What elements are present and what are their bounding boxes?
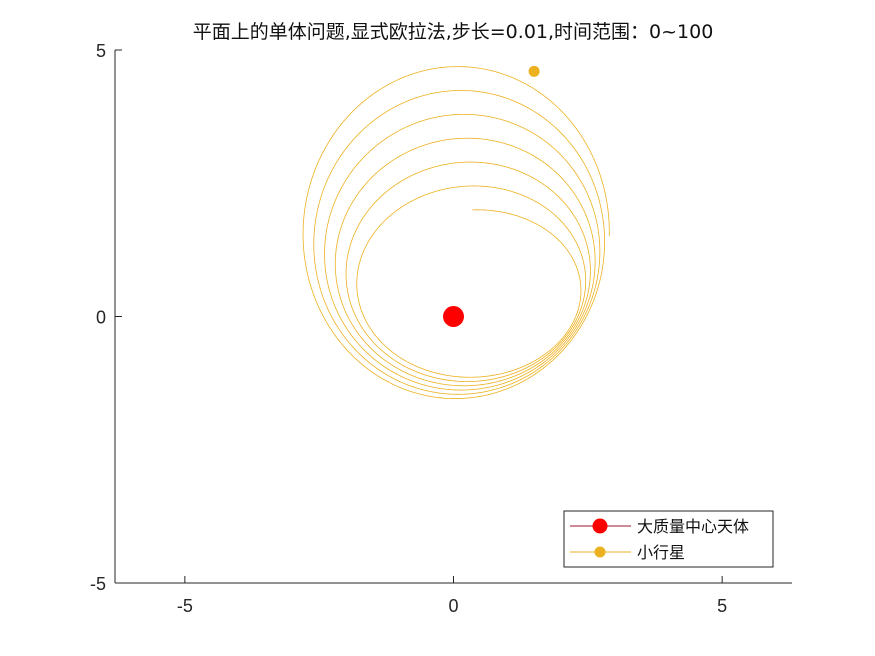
chart-title: 平面上的单体问题,显式欧拉法,步长=0.01,时间范围：0~100 bbox=[193, 21, 714, 43]
x-tick-label: 5 bbox=[717, 596, 727, 616]
asteroid-marker bbox=[528, 65, 540, 77]
asteroid-orbit-line bbox=[302, 66, 610, 399]
axis-ticks: -5 0 5 -5 0 5 bbox=[90, 41, 727, 616]
legend-marker-center-body bbox=[592, 518, 608, 534]
y-tick-label: -5 bbox=[90, 574, 106, 594]
center-body-marker bbox=[443, 306, 464, 327]
legend: 大质量中心天体 小行星 bbox=[563, 510, 774, 568]
x-tick-label: 0 bbox=[448, 596, 458, 616]
y-tick-label: 5 bbox=[96, 41, 106, 61]
legend-label-asteroid: 小行星 bbox=[637, 543, 685, 562]
y-tick-label: 0 bbox=[96, 308, 106, 328]
legend-label-center-body: 大质量中心天体 bbox=[637, 517, 749, 536]
x-tick-label: -5 bbox=[177, 596, 193, 616]
legend-marker-asteroid bbox=[594, 546, 606, 558]
